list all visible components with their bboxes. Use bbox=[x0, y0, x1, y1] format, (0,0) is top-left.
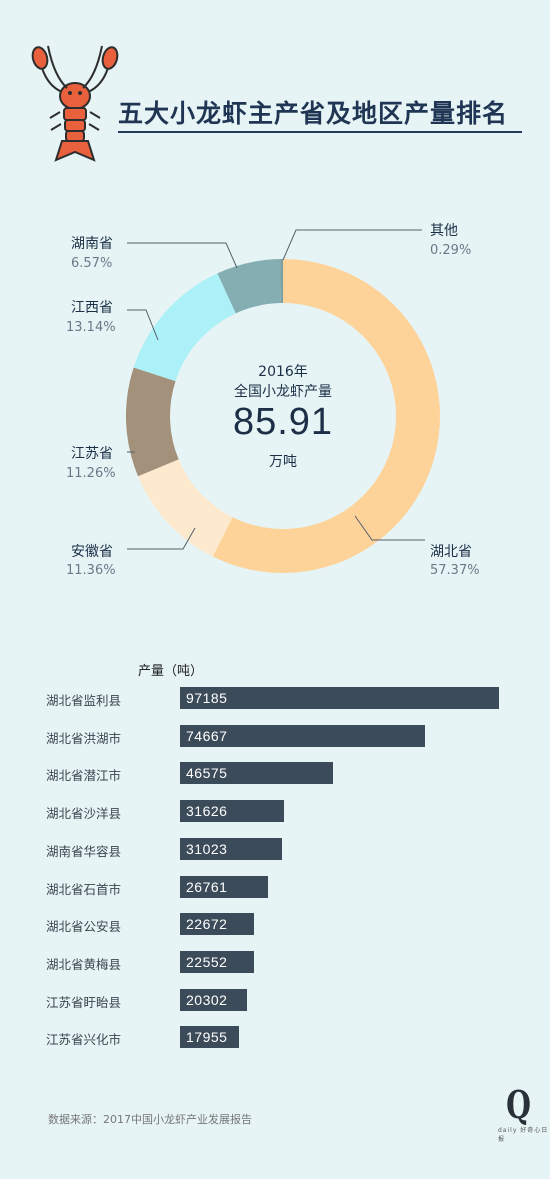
pie-pct-jiangsu: 11.26% bbox=[66, 466, 116, 481]
bar bbox=[180, 800, 284, 823]
bar-value-label: 97185 bbox=[186, 690, 228, 706]
pie-label-jiangxi: 江西省 bbox=[71, 300, 113, 316]
pie-label-other: 其他 bbox=[430, 223, 458, 239]
bar-value-label: 22672 bbox=[186, 916, 228, 933]
bar-value-label: 31023 bbox=[186, 840, 228, 857]
bar-chart-header: 产量（吨） bbox=[138, 664, 204, 679]
bar bbox=[180, 837, 282, 860]
bar-label: 湖北省潜江市 bbox=[46, 768, 122, 784]
leader-line-other bbox=[282, 229, 422, 261]
bar-value-label: 20302 bbox=[186, 991, 228, 1008]
bar bbox=[180, 687, 499, 709]
pie-pct-other: 0.29% bbox=[430, 243, 472, 258]
bar-value-label: 74667 bbox=[186, 727, 228, 744]
bar-label: 湖北省洪湖市 bbox=[46, 730, 122, 746]
brand-logo: Q bbox=[506, 1082, 531, 1127]
pie-label-anhui: 安徽省 bbox=[71, 544, 113, 560]
bar bbox=[180, 762, 333, 785]
donut-center-year: 2016年 bbox=[258, 364, 308, 380]
pie-slice-other bbox=[280, 259, 283, 304]
pie-slice-hubei bbox=[212, 259, 441, 573]
donut-chart bbox=[126, 229, 441, 573]
pie-slice-jiangxi bbox=[133, 273, 236, 382]
bar-value-label: 31626 bbox=[186, 803, 228, 820]
page-title: 五大小龙虾主产省及地区产量排名 bbox=[118, 99, 509, 128]
bar-label: 湖北省公安县 bbox=[46, 919, 122, 935]
leader-line-hubei bbox=[354, 515, 425, 541]
title-underline bbox=[118, 131, 522, 133]
leader-line-jiangxi bbox=[127, 309, 159, 341]
lobster-icon bbox=[31, 45, 119, 162]
pie-pct-anhui: 11.36% bbox=[66, 563, 116, 578]
pie-label-hubei: 湖北省 bbox=[430, 544, 472, 560]
bar-value-label: 17955 bbox=[186, 1029, 228, 1046]
brand-logo-text: daily 好奇心日报 bbox=[498, 1127, 549, 1143]
bar-label: 湖北省监利县 bbox=[46, 693, 122, 708]
bar-value-label: 22552 bbox=[186, 953, 228, 970]
source-note: 数据来源：2017中国小龙虾产业发展报告 bbox=[48, 1113, 252, 1126]
bar-label: 湖北省黄梅县 bbox=[46, 956, 122, 972]
pie-pct-hubei: 57.37% bbox=[430, 563, 480, 578]
donut-center-unit: 万吨 bbox=[269, 454, 297, 470]
pie-slice-anhui bbox=[138, 459, 233, 557]
bar bbox=[180, 724, 425, 747]
bar-label: 湖北省石首市 bbox=[46, 881, 122, 897]
pie-slice-hunan bbox=[217, 259, 281, 314]
pie-pct-hunan: 6.57% bbox=[71, 256, 113, 271]
bar bbox=[180, 1026, 239, 1049]
donut-center-subtitle: 全国小龙虾产量 bbox=[234, 384, 332, 400]
pie-label-jiangsu: 江苏省 bbox=[71, 446, 113, 462]
bar bbox=[180, 913, 255, 936]
bar bbox=[180, 950, 254, 973]
bar bbox=[180, 875, 268, 898]
bar-label: 江苏省兴化市 bbox=[46, 1032, 122, 1048]
bar-value-label: 46575 bbox=[186, 765, 228, 782]
bar-label: 江苏省盱眙县 bbox=[46, 994, 122, 1010]
bar bbox=[180, 988, 247, 1011]
bar-label: 湖北省沙洋县 bbox=[46, 806, 122, 822]
donut-center-value: 85.91 bbox=[232, 401, 334, 443]
pie-slice-jiangsu bbox=[126, 367, 179, 477]
leader-line-anhui bbox=[127, 527, 196, 550]
pie-label-hunan: 湖南省 bbox=[71, 236, 113, 252]
bar-label: 湖南省华容县 bbox=[46, 843, 122, 859]
bar-value-label: 26761 bbox=[186, 878, 228, 895]
pie-pct-jiangxi: 13.14% bbox=[66, 320, 116, 335]
leader-line-hunan bbox=[127, 242, 238, 269]
